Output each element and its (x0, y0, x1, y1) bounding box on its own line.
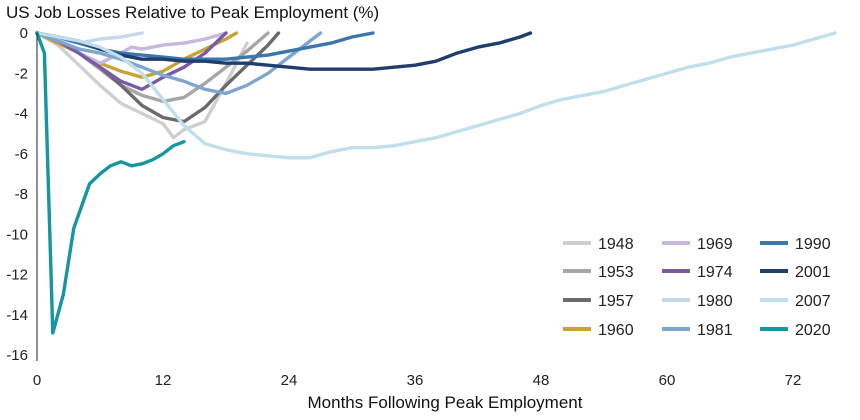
y-tick-label: -12 (6, 267, 28, 284)
legend-label: 1953 (598, 264, 634, 281)
legend-item-2007: 2007 (760, 293, 831, 310)
legend-label: 1969 (697, 236, 733, 253)
series-layer (35, 31, 837, 335)
y-tick-label: -14 (6, 307, 28, 324)
x-tick-label: 12 (155, 372, 172, 389)
legend-item-1953: 1953 (563, 264, 634, 281)
x-tick-labels: 0 12 24 36 48 60 72 (33, 372, 802, 389)
series-line-1948 (35, 31, 249, 140)
legend-label: 2001 (795, 264, 831, 281)
series-line-2020 (35, 31, 186, 335)
legend-item-2020: 2020 (760, 322, 831, 339)
chart-title: US Job Losses Relative to Peak Employmen… (6, 3, 379, 22)
y-tick-label: -16 (6, 347, 28, 364)
legend-item-1957: 1957 (563, 293, 634, 310)
series-line-2007 (35, 31, 837, 160)
y-tick-label: -8 (15, 186, 28, 203)
legend-label: 1981 (697, 322, 733, 339)
legend-item-1981: 1981 (662, 322, 733, 339)
x-tick-label: 72 (785, 372, 802, 389)
x-tick-label: 0 (33, 372, 41, 389)
x-axis-label: Months Following Peak Employment (308, 393, 583, 412)
y-tick-labels: 0 -2 -4 -6 -8 -10 -12 -14 -16 (6, 25, 28, 364)
x-tick-label: 36 (407, 372, 424, 389)
legend-label: 2020 (795, 322, 831, 339)
legend-label: 1990 (795, 236, 831, 253)
series-line-2001 (35, 31, 533, 71)
legend-item-2001: 2001 (760, 264, 831, 281)
x-tick-label: 24 (281, 372, 298, 389)
legend-item-1960: 1960 (563, 322, 634, 339)
x-tick-label: 48 (533, 372, 550, 389)
y-tick-label: -2 (15, 65, 28, 82)
legend-item-1969: 1969 (662, 236, 733, 253)
legend-label: 1948 (598, 236, 634, 253)
y-tick-label: -6 (15, 146, 28, 163)
legend-label: 1957 (598, 293, 634, 310)
y-tick-label: -10 (6, 226, 28, 243)
legend-item-1948: 1948 (563, 236, 634, 253)
y-tick-label: -4 (15, 106, 28, 123)
series-line-1981 (35, 31, 323, 96)
legend-item-1990: 1990 (760, 236, 831, 253)
legend-item-1974: 1974 (662, 264, 733, 281)
legend-label: 1974 (697, 264, 733, 281)
legend-label: 1960 (598, 322, 634, 339)
legend-label: 1980 (697, 293, 733, 310)
legend-label: 2007 (795, 293, 831, 310)
x-tick-label: 60 (659, 372, 676, 389)
legend-item-1980: 1980 (662, 293, 733, 310)
y-tick-label: 0 (20, 25, 28, 42)
legend: 1948 1953 1957 1960 1969 1974 1980 1981 1990 2001… (563, 236, 831, 339)
